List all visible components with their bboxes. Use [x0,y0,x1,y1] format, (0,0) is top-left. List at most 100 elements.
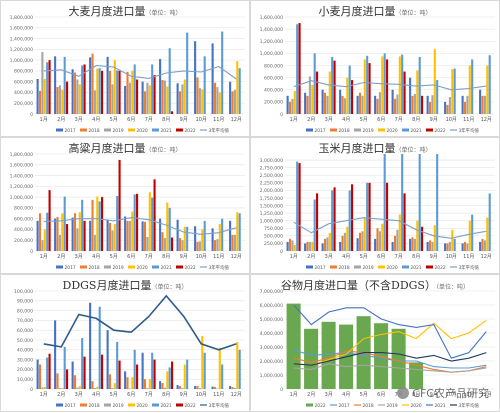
x-tick-label: 1月 [40,392,48,398]
bar-2017 [322,90,324,114]
bar-2021 [134,194,136,251]
legend-swatch [330,266,337,269]
bar-2018 [56,87,58,114]
bar-2017 [142,353,144,389]
bar-2021 [116,342,118,389]
bar-2021 [81,66,83,115]
bar-2021 [314,199,316,251]
bar-2021 [349,66,351,115]
bar-2021 [64,347,66,389]
x-tick-label: 10月 [446,254,457,260]
x-tick-label: 12月 [481,254,492,260]
bar-2018 [196,77,198,114]
x-tick-label: 6月 [377,254,385,260]
bar-2018 [324,93,326,114]
bar-2017 [322,243,324,251]
bar-2019 [291,240,293,251]
y-tick-label: 1,800,000 [10,15,33,21]
bar-2021 [186,33,188,114]
legend-swatch [80,129,87,132]
bar-2017 [212,228,214,251]
bar-2020 [44,229,46,251]
legend-swatch [56,129,63,132]
y-tick-label: 1,000,000 [10,58,33,64]
bar-2019 [76,80,78,114]
bar-2019 [59,85,61,114]
bar-2017 [177,385,179,389]
x-tick-label: 2月 [57,117,65,123]
bar-2020 [451,230,453,251]
bar-2017 [374,96,376,114]
bar-2020 [114,383,116,389]
bar-2018 [179,91,181,114]
bar-2017 [374,239,376,251]
y-tick-label: 600,000 [264,75,283,81]
legend-swatch [426,266,433,269]
bar-2020 [364,59,366,114]
legend-label: 3年平均值 [459,402,480,409]
bar-2019 [164,238,166,251]
bar-2018 [289,239,291,251]
bar-2019 [484,96,486,114]
x-tick-label: 9月 [430,254,438,260]
bar-2019 [414,239,416,251]
bar-2017 [462,96,464,114]
bar-2021 [81,338,83,389]
bar-2022 [154,75,156,114]
legend-swatch [80,404,87,407]
legend-label: 2017 [65,265,76,271]
bar-2019 [111,388,113,389]
bar-2017 [304,93,306,114]
bar-2021 [454,69,456,114]
bar-2019 [199,388,201,389]
bar-2020 [131,377,133,389]
y-tick-label: 0 [280,387,283,393]
legend-label: 2018 [339,128,350,134]
bar-2019 [396,95,398,114]
x-tick-label: 3月 [325,392,333,398]
y-tick-label: 1,600,000 [10,26,33,32]
bar-2017 [194,386,196,389]
bar-2022 [404,193,406,251]
bar-2021 [134,350,136,389]
y-tick-label: 3,000,000 [260,345,283,351]
x-tick-label: 5月 [360,254,368,260]
bar-2020 [61,388,63,389]
bar-2017 [142,82,144,114]
legend-label: 3年平均值 [209,264,230,271]
bar-2021 [64,197,66,251]
bar-2021 [99,201,101,251]
y-tick-label: 2,000,000 [260,188,283,194]
sorghum-chart: 0200,000400,000600,000800,0001,000,0001,… [1,138,251,275]
legend-label: 2022 [435,128,446,134]
legend-swatch [80,266,87,269]
bar-2018 [109,223,111,251]
legend-swatch [176,404,183,407]
y-tick-label: 1,750,000 [260,196,283,202]
bar-2019 [111,231,113,251]
y-tick-label: 2,750,000 [260,165,283,171]
bar-2018 [429,240,431,251]
bar-2019 [414,94,416,114]
wechat-icon [397,387,409,399]
bar-2020 [346,78,348,114]
bar-2019 [76,388,78,389]
bar-2018 [231,91,233,114]
bar-2017 [479,90,481,114]
legend-label: 2017 [339,403,350,409]
bar-2022 [316,72,318,114]
x-tick-label: 6月 [127,117,135,123]
bar-2020 [219,224,221,251]
bar-2022 [351,184,353,251]
bar-2017 [107,220,109,251]
bar-2017 [427,96,429,114]
x-tick-label: 1月 [290,254,298,260]
legend-label: 2017 [315,128,326,134]
bar-2017 [72,362,74,389]
line-3年平均值 [294,81,487,90]
line-3年平均值 [44,296,237,350]
bar-2022 [136,365,138,390]
bar-2018 [161,383,163,389]
